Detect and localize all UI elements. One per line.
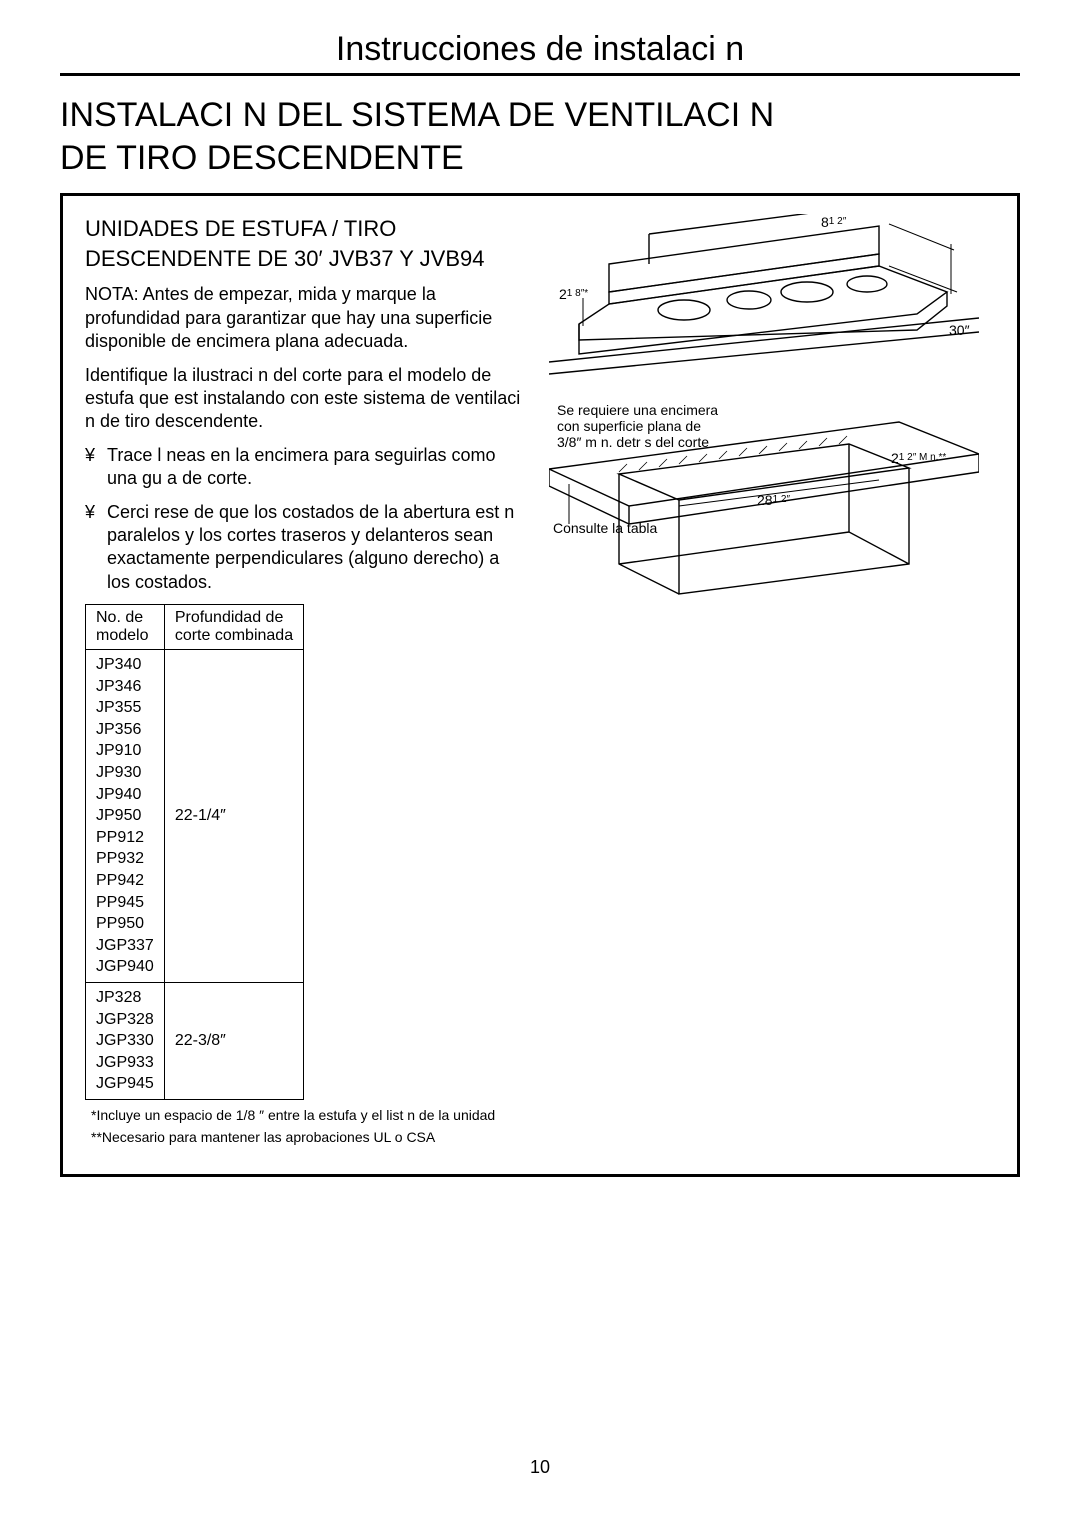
table-header-depth: Profundidad de corte combinada — [164, 605, 303, 650]
bullet-text-1: Trace l neas en la encimera para seguirl… — [107, 445, 496, 488]
section-title-line2: DE TIRO DESCENDENTE — [60, 139, 464, 177]
content-box: UNIDADES DE ESTUFA / TIRO DESCENDENTE DE… — [60, 193, 1020, 1177]
subhead-line2: DESCENDENTE DE 30′ JVB37 Y JVB94 — [85, 246, 484, 271]
left-column: UNIDADES DE ESTUFA / TIRO DESCENDENTE DE… — [85, 214, 525, 1150]
bullet-item-2: ¥ Cerci rese de que los costados de la a… — [85, 501, 525, 595]
page-number: 10 — [60, 1457, 1020, 1478]
unit-subhead: UNIDADES DE ESTUFA / TIRO DESCENDENTE DE… — [85, 214, 525, 273]
footnote-1: *Incluye un espacio de 1/8 ″ entre la es… — [91, 1106, 525, 1124]
table-header-model: No. de modelo — [86, 605, 165, 650]
dim-8-half: 81 2″ — [821, 214, 846, 230]
model-cell: JP340JP346JP355JP356JP910JP930JP940JP950… — [86, 650, 165, 983]
header-rule — [60, 73, 1020, 76]
section-title: INSTALACI N DEL SISTEMA DE VENTILACI N D… — [60, 94, 1020, 179]
bullet-list: ¥ Trace l neas en la encimera para segui… — [85, 444, 525, 594]
section-title-line1: INSTALACI N DEL SISTEMA DE VENTILACI N — [60, 96, 774, 134]
diagram-wrap: 81 2″ 21 8″* 30″ Se requiere una encimer… — [549, 214, 979, 644]
models-table: No. de modelo Profundidad de corte combi… — [85, 604, 304, 1100]
bullet-item-1: ¥ Trace l neas en la encimera para segui… — [85, 444, 525, 491]
right-column: 81 2″ 21 8″* 30″ Se requiere una encimer… — [549, 214, 995, 1150]
th-depth-text: Profundidad de corte combinada — [175, 609, 293, 644]
identify-paragraph: Identifique la ilustraci n del corte par… — [85, 364, 525, 434]
dim-2-18: 21 8″* — [559, 286, 588, 302]
table-row: JP328JGP328JGP330JGP933JGP94522-3/8″ — [86, 982, 304, 1099]
diagram-note: Se requiere una encimera con superficie … — [557, 402, 757, 450]
dim-2-half-min: 21 2″ M n.** — [891, 450, 946, 466]
dim-28-half: 281 2″ — [757, 492, 790, 508]
subhead-line1: UNIDADES DE ESTUFA / TIRO — [85, 216, 396, 241]
consult-table-label: Consulte la tabla — [553, 520, 657, 536]
note-paragraph: NOTA: Antes de empezar, mida y marque la… — [85, 283, 525, 353]
model-cell: JP328JGP328JGP330JGP933JGP945 — [86, 982, 165, 1099]
depth-cell: 22-1/4″ — [164, 650, 303, 983]
page-header-title: Instrucciones de instalaci n — [60, 30, 1020, 73]
depth-cell: 22-3/8″ — [164, 982, 303, 1099]
dim-30: 30″ — [949, 322, 970, 338]
footnotes: *Incluye un espacio de 1/8 ″ entre la es… — [91, 1106, 525, 1146]
table-row: JP340JP346JP355JP356JP910JP930JP940JP950… — [86, 650, 304, 983]
footnote-2: **Necesario para mantener las aprobacion… — [91, 1128, 525, 1146]
th-model-text: No. de modelo — [96, 609, 148, 644]
bullet-text-2: Cerci rese de que los costados de la abe… — [107, 502, 514, 592]
